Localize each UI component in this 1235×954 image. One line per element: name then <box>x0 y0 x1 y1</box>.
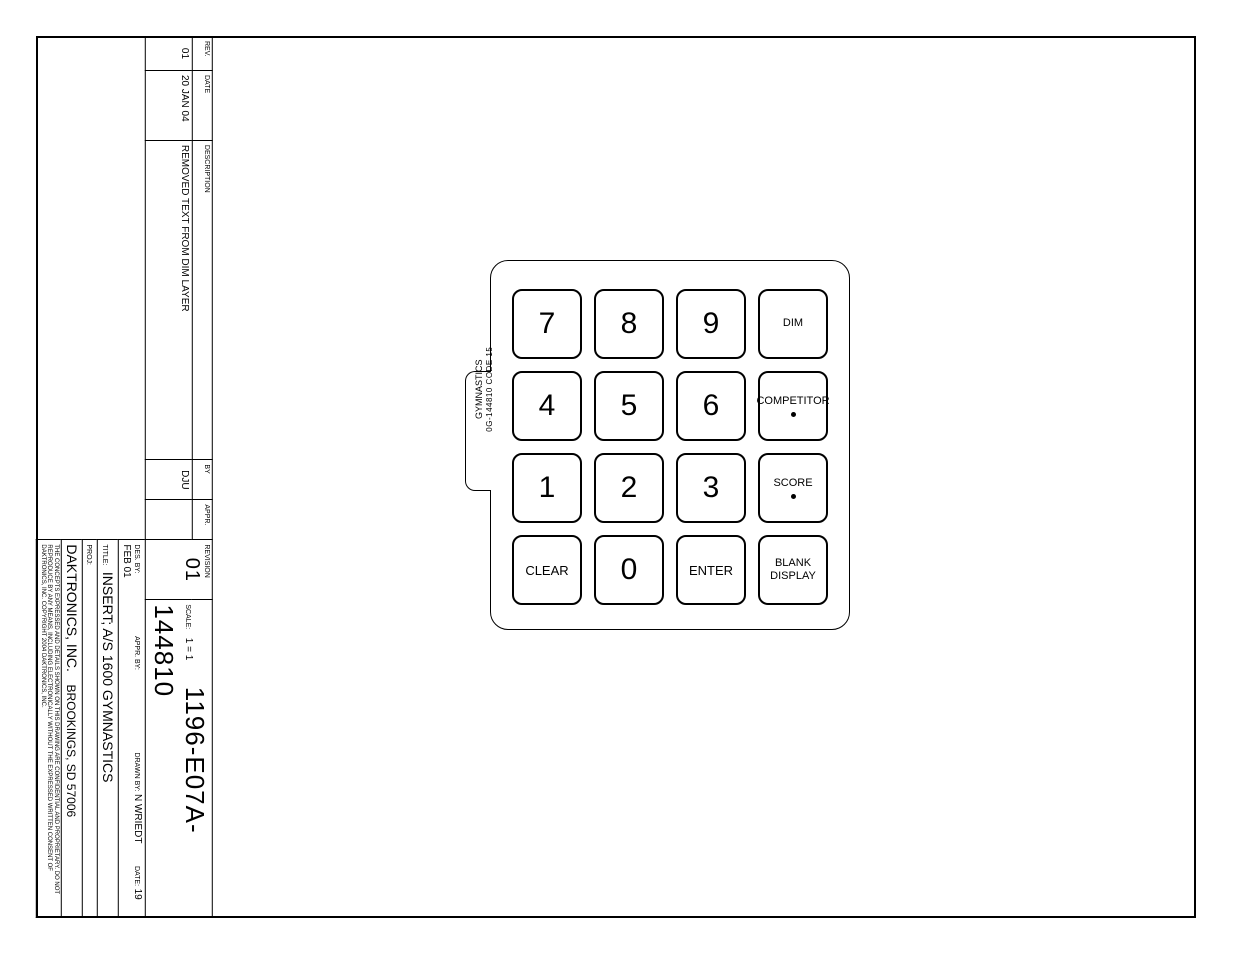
revision-heading: REVISION <box>203 544 210 595</box>
key-1: 1 <box>512 453 582 523</box>
company-addr: BROOKINGS, SD 57006 <box>64 684 78 817</box>
appr-label: APPR. <box>192 500 212 540</box>
title-block: REV. DATE DESCRIPTION BY APPR. REVISION … <box>36 36 213 918</box>
date-label: DATE <box>192 70 212 140</box>
keypad-tab-text: GYMNASTICS 0G-144810 CODE 15 <box>474 334 494 444</box>
indicator-dot <box>791 494 796 499</box>
indicator-dot <box>791 412 796 417</box>
key-0: 0 <box>594 535 664 605</box>
key-enter: ENTER <box>676 535 746 605</box>
appr-value <box>145 500 192 540</box>
tab-line2: 0G-144810 CODE 15 <box>485 334 495 444</box>
keypad-outline: GYMNASTICS 0G-144810 CODE 15 789DIM456CO… <box>490 260 850 630</box>
key-8: 8 <box>594 289 664 359</box>
key-clear: CLEAR <box>512 535 582 605</box>
tab-line1: GYMNASTICS <box>474 334 485 444</box>
key-6: 6 <box>676 371 746 441</box>
rev-value: 01 <box>145 37 192 71</box>
by-label: BY <box>192 460 212 500</box>
legal-text: THE CONCEPTS EXPRESSED AND DETAILS SHOWN… <box>37 540 62 918</box>
key-2: 2 <box>594 453 664 523</box>
key-9: 9 <box>676 289 746 359</box>
apprby-label: APPR. BY: <box>133 636 140 670</box>
scale-label: SCALE: <box>184 604 191 629</box>
rev-label: REV. <box>192 37 212 71</box>
key-score: SCORE <box>758 453 828 523</box>
scale-value: 1 = 1 <box>183 638 194 661</box>
key-dim: DIM <box>758 289 828 359</box>
key-competitor: COMPETITOR <box>758 371 828 441</box>
drawing-number: 1196-E07A-144810 <box>149 604 210 833</box>
drawnby-label: DRAWN BY: <box>133 752 140 791</box>
revision-value: 01 <box>180 544 203 595</box>
drawnby-value: N WRIEDT <box>132 794 143 843</box>
desc-label: DESCRIPTION <box>192 140 212 460</box>
desc-value: REMOVED TEXT FROM DIM LAYER <box>145 140 192 460</box>
title-value: INSERT; A/S 1600 GYMNASTICS <box>100 572 116 783</box>
key-blank-display: BLANKDISPLAY <box>758 535 828 605</box>
keypad-drawing: GYMNASTICS 0G-144810 CODE 15 789DIM456CO… <box>490 260 850 630</box>
key-5: 5 <box>594 371 664 441</box>
proj-label: PROJ: <box>85 544 92 565</box>
company-name: DAKTRONICS, INC. <box>64 544 80 672</box>
key-4: 4 <box>512 371 582 441</box>
key-3: 3 <box>676 453 746 523</box>
key-7: 7 <box>512 289 582 359</box>
tb-date-label: DATE: <box>133 866 140 886</box>
desby-label: DES. BY: <box>133 544 140 573</box>
tb-date-value: 19 FEB 01 <box>121 544 143 899</box>
key-grid: 789DIM 456COMPETITOR 123SCORE CLEAR0ENTERBL… <box>515 289 825 605</box>
by-value: DJU <box>145 460 192 500</box>
title-label: TITLE: <box>101 544 108 565</box>
date-value: 20 JAN 04 <box>145 70 192 140</box>
